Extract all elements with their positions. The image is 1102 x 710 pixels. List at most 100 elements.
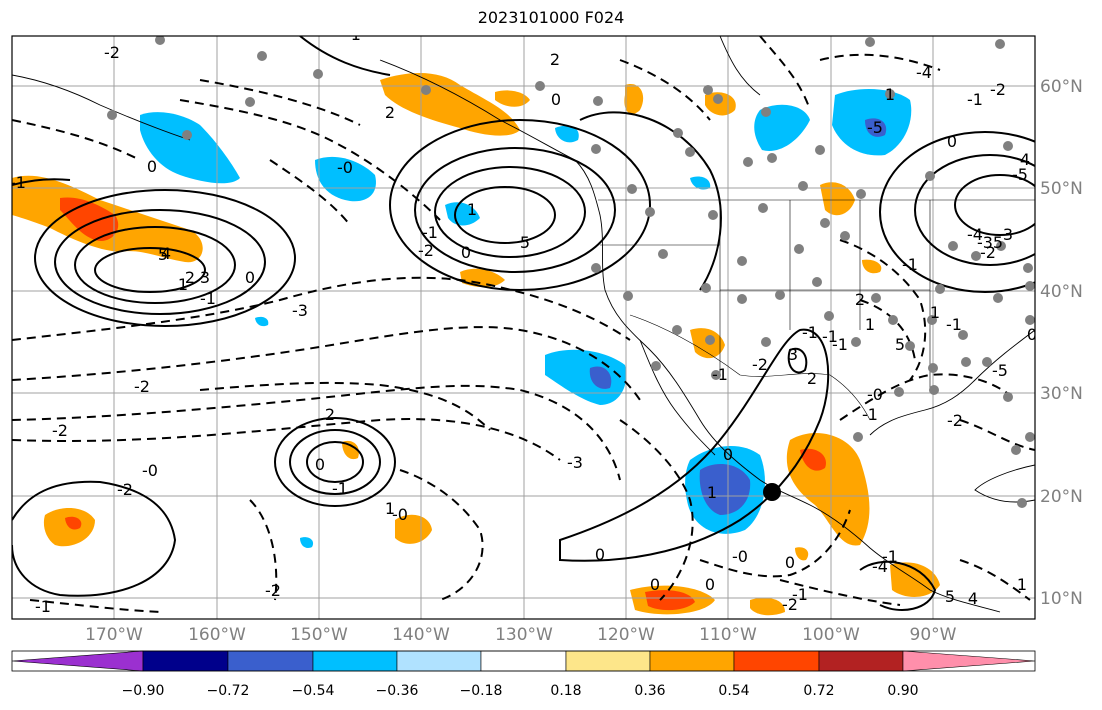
station-dot [737,294,747,304]
station-dot [894,387,904,397]
contour-label: -1 [712,365,728,384]
lat-label: 20°N [1040,487,1083,507]
station-dot [1017,498,1027,508]
contour-label: 0 [147,157,157,176]
station-dot [107,110,117,120]
contour-label: -0 [142,461,158,480]
negative-anomaly-area [140,112,240,184]
contour-label: 1 [930,303,940,322]
colorbar-cell [11,650,144,672]
station-dot [651,361,661,371]
station-dot [824,311,834,321]
colorbar-tick: 0.36 [634,683,665,699]
lon-label: 150°W [290,625,348,645]
station-dot [948,241,958,251]
lon-label: 160°W [188,625,246,645]
colorbar [11,650,1036,672]
contour-label: -1 [882,547,898,566]
storm-center-marker [763,483,781,501]
lon-label: 120°W [597,625,655,645]
lon-label: 170°W [85,625,143,645]
negative-anomaly-area [690,176,711,190]
strong-negative-anomaly-area [589,366,612,389]
colorbar-cell [142,650,229,672]
contour-label: -2 [782,595,798,614]
strong-positive-anomaly-area [645,590,695,611]
negative-anomaly-area [255,316,269,327]
strong-negative-anomaly-area [699,464,751,515]
negative-anomaly-area [445,202,480,226]
positive-anomaly-area [395,514,432,544]
station-dot [905,341,915,351]
station-dot [1025,281,1035,291]
negative-anomaly-area [545,349,627,405]
contour-label: 2 [325,405,335,424]
contour-label: 0 [245,268,255,287]
contour-label: 0 [650,575,660,594]
station-dot [703,85,713,95]
station-dot [993,293,1003,303]
contour-label: 2 [550,50,560,69]
station-dot [794,244,804,254]
station-dot [535,81,545,91]
station-dot [840,231,850,241]
contour-label: 1 [885,85,895,104]
station-dot [591,144,601,154]
contour-label: -1 [822,327,838,346]
lon-label: 140°W [392,625,450,645]
station-dot [958,330,968,340]
contour-label: -0 [392,505,408,524]
negative-anomaly-area [300,537,314,548]
lat-label: 60°N [1040,77,1083,97]
station-dot [1003,392,1013,402]
map-frame [11,35,1036,620]
contour-label: 0 [947,132,957,151]
contour-label: -5 [1012,165,1028,184]
colorbar-tick: −0.18 [460,683,503,699]
lon-label: 130°W [495,625,553,645]
station-dot [775,290,785,300]
lat-label: 10°N [1040,589,1083,609]
contour-label: -3 [977,233,993,252]
contour-label: -1 [200,289,216,308]
contour-label: -2 [104,43,120,62]
colorbar-tick: −0.72 [207,683,250,699]
contour-label: 0 [551,90,561,109]
contour-label: 1 [467,200,477,219]
contour-label: 0 [705,575,715,594]
contour-label: 0 [315,455,325,474]
station-dot [982,357,992,367]
map-title: 2023101000 F024 [477,8,625,27]
station-dot [935,284,945,294]
colorbar-cell [902,650,1036,672]
colorbar-outline [11,650,1036,672]
contour-label: -5 [992,361,1008,380]
colorbar-tick: 0.54 [718,683,749,699]
contour-label: 0 [723,445,733,464]
station-dot [851,337,861,347]
contour-label: 0 [785,553,795,572]
colorbar-cells [11,650,1036,672]
contour-label: 1 [1017,575,1027,594]
contour-label: 1 [707,483,717,502]
station-dot [623,291,633,301]
station-dot [658,249,668,259]
station-dot [971,251,981,261]
contour-label: -3 [292,301,308,320]
lat-label: 50°N [1040,179,1083,199]
positive-anomaly-area [460,268,505,288]
station-dot [1023,263,1033,273]
contour-label: 5 [945,587,955,606]
contour-label: 5 [158,245,168,264]
station-dot [701,283,711,293]
station-dot [1025,432,1035,442]
station-dot [853,432,863,442]
station-dot [672,325,682,335]
lon-label: 90°W [910,625,957,645]
contour-label: 2 [385,103,395,122]
station-dot [673,128,683,138]
station-dot [798,181,808,191]
colorbar-tick: −0.90 [122,683,165,699]
station-dot [871,293,881,303]
station-dot [711,370,721,380]
